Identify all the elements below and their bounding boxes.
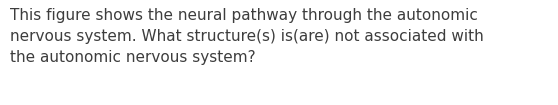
Text: This figure shows the neural pathway through the autonomic
nervous system. What : This figure shows the neural pathway thr… [10,8,484,65]
